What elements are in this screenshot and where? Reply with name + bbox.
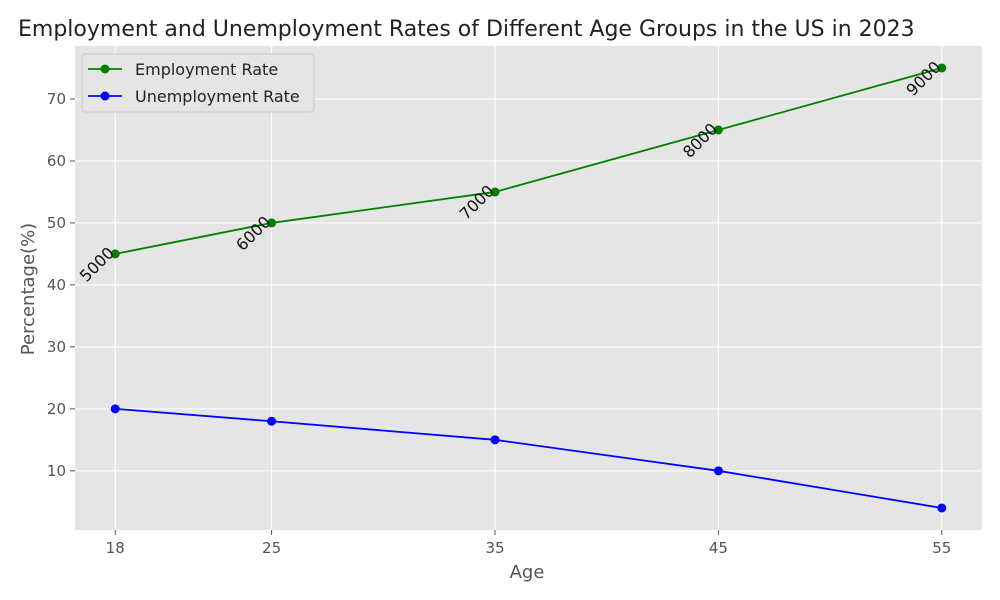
data-point [490, 435, 499, 444]
data-point [267, 417, 276, 426]
y-tick-label: 20 [47, 400, 66, 418]
data-point [714, 466, 723, 475]
y-tick-label: 30 [47, 338, 66, 356]
x-axis-ticks: 18 25 35 45 55 [106, 530, 952, 557]
legend-label: Unemployment Rate [135, 87, 300, 106]
legend-swatch-marker [101, 65, 110, 74]
y-tick-label: 70 [47, 90, 66, 108]
x-tick-label: 45 [709, 539, 728, 557]
x-tick-label: 18 [106, 539, 125, 557]
data-point [937, 504, 946, 513]
x-tick-label: 25 [262, 539, 281, 557]
chart-title: Employment and Unemployment Rates of Dif… [18, 17, 915, 42]
legend-swatch-marker [101, 92, 110, 101]
y-tick-label: 40 [47, 276, 66, 294]
y-tick-label: 60 [47, 152, 66, 170]
y-tick-label: 50 [47, 214, 66, 232]
y-axis-ticks: 10 20 30 40 50 60 70 [47, 90, 75, 480]
y-axis-label: Percentage(%) [18, 223, 39, 355]
x-tick-label: 35 [485, 539, 504, 557]
plot-area [75, 46, 982, 530]
data-point [111, 404, 120, 413]
x-tick-label: 55 [932, 539, 951, 557]
y-tick-label: 10 [47, 462, 66, 480]
x-axis-label: Age [510, 562, 545, 583]
legend-label: Employment Rate [135, 60, 278, 79]
legend: Employment Rate Unemployment Rate [82, 54, 314, 112]
